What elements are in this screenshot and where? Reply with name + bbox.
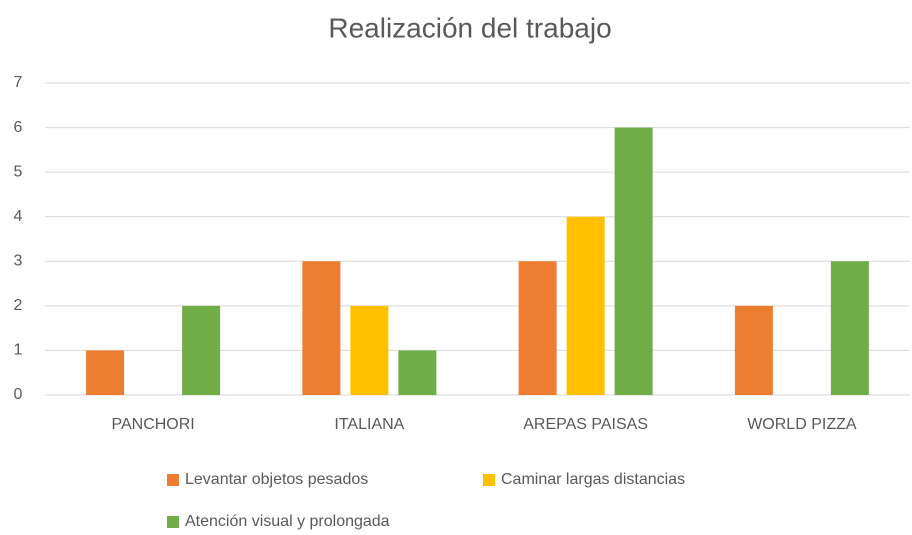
y-tick-label: 3: [14, 253, 23, 270]
y-tick-label: 0: [14, 386, 23, 403]
bar: [614, 127, 653, 396]
y-tick-label: 1: [14, 342, 23, 359]
legend-swatch: [167, 516, 179, 528]
bar: [830, 261, 869, 395]
x-tick-label: PANCHORI: [111, 416, 194, 433]
y-tick-label: 6: [14, 119, 23, 136]
y-tick-label: 7: [14, 74, 23, 91]
x-tick-label: WORLD PIZZA: [747, 416, 857, 433]
y-tick-label: 4: [14, 208, 23, 225]
x-tick-label: ITALIANA: [334, 416, 404, 433]
legend-label: Caminar largas distancias: [501, 471, 685, 488]
bar: [302, 261, 341, 395]
bar: [566, 216, 605, 395]
legend-label: Levantar objetos pesados: [185, 471, 368, 488]
bar: [518, 261, 557, 395]
legend-swatch: [483, 474, 495, 486]
bar: [350, 305, 389, 395]
y-tick-label: 2: [14, 297, 23, 314]
bar: [182, 305, 221, 395]
x-tick-label: AREPAS PAISAS: [523, 416, 648, 433]
legend-swatch: [167, 474, 179, 486]
bar: [86, 350, 125, 395]
bar: [398, 350, 437, 395]
y-tick-label: 5: [14, 163, 23, 180]
chart-title: Realización del trabajo: [328, 12, 611, 43]
legend-label: Atención visual y prolongada: [185, 513, 390, 530]
bar: [734, 305, 773, 395]
